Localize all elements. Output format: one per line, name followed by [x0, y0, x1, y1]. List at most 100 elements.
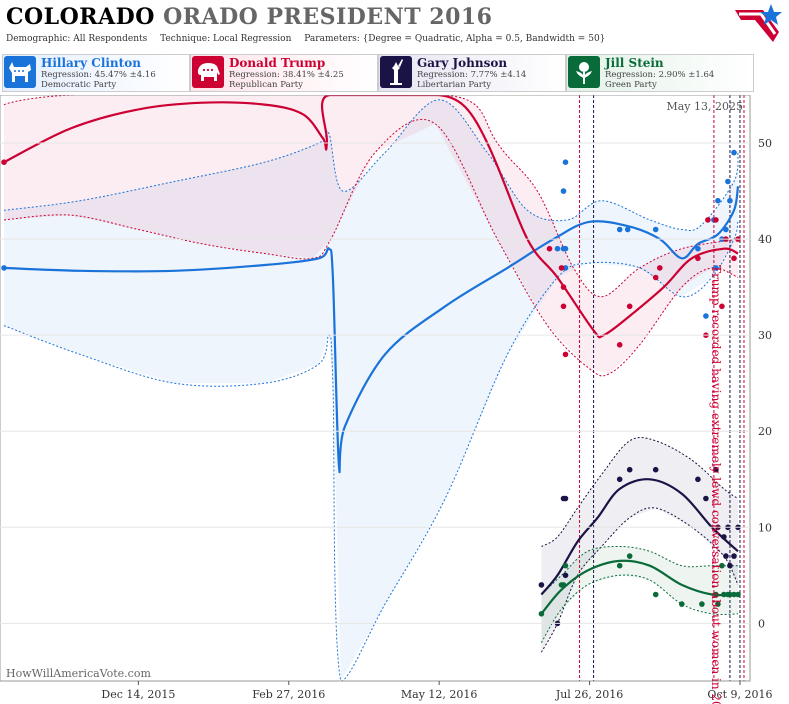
poll-point — [703, 313, 709, 319]
poll-point — [657, 265, 663, 271]
poll-point — [695, 476, 701, 483]
confidence-bands — [4, 95, 739, 682]
upper-bound-line — [3, 95, 739, 298]
poll-point — [721, 534, 727, 540]
poll-point — [546, 245, 553, 252]
poll-point — [538, 611, 545, 617]
poll-point — [560, 582, 567, 588]
poll-point — [538, 582, 545, 588]
candidate-party: Libertarian Party — [417, 80, 492, 90]
liberty-icon — [380, 56, 412, 88]
poll-point — [719, 562, 725, 569]
poll-point — [725, 178, 731, 185]
lower-bound-line — [3, 118, 739, 377]
poll-point — [723, 226, 729, 233]
poll-point — [1, 159, 7, 165]
poll-point — [731, 255, 737, 262]
poll-point — [719, 303, 725, 310]
poll-point — [713, 466, 719, 473]
poll-point — [562, 245, 569, 252]
poll-point — [626, 303, 633, 310]
poll-point — [560, 303, 567, 310]
x-tick-label: Dec 14, 2015 — [101, 688, 175, 701]
poll-point — [695, 255, 701, 262]
confidence-bounds — [3, 95, 739, 682]
x-tick-label: Jul 26, 2016 — [555, 688, 624, 701]
axes: 0 10 20 30 40 50 Dec 14, 2015 Feb 27, 2016 May 1… — [0, 137, 773, 701]
poll-point — [554, 245, 561, 252]
confidence-band — [4, 95, 738, 374]
lower-bound-line — [540, 574, 739, 643]
candidate-card-stein[interactable]: Jill Stein Regression: 2.90% ±1.64 Green… — [566, 54, 754, 92]
poll-point — [616, 226, 623, 233]
parameters-line: Demographic: All Respondents Technique: … — [6, 34, 615, 44]
candidate-card-clinton[interactable]: Hillary Clinton Regression: 45.47% ±4.16… — [2, 54, 190, 92]
poll-point — [713, 265, 719, 271]
x-tick-label: Oct 9, 2016 — [707, 688, 772, 701]
poll-point — [562, 351, 569, 358]
candidate-regression: Regression: 38.41% ±4.25 — [229, 70, 344, 80]
parameters-label: Parameters: {Degree = Quadratic, Alpha =… — [304, 34, 606, 44]
poll-point — [652, 591, 659, 598]
candidate-regression: Regression: 45.47% ±4.16 — [41, 70, 156, 80]
rose-icon — [568, 56, 600, 88]
poll-point — [1, 265, 7, 271]
poll-point — [727, 562, 733, 569]
lower-bound-line — [540, 507, 739, 653]
technique-label: Technique: Local Regression — [160, 34, 292, 44]
donkey-icon — [4, 56, 36, 88]
confidence-band — [541, 546, 738, 643]
poll-point — [715, 197, 721, 204]
poll-point — [699, 601, 705, 607]
poll-point — [703, 495, 709, 502]
poll-point — [727, 591, 733, 598]
poll-point — [562, 495, 569, 502]
watermark: HowWillAmericaVote.com — [6, 667, 151, 680]
demographic-label: Demographic: All Respondents — [6, 34, 148, 44]
poll-point — [735, 591, 741, 598]
candidate-legend: Hillary Clinton Regression: 45.47% ±4.16… — [0, 54, 789, 92]
candidate-card-johnson[interactable]: Gary Johnson Regression: 7.77% ±4.14 Lib… — [378, 54, 566, 92]
candidate-party: Green Party — [605, 80, 657, 90]
y-tick-label: 30 — [758, 329, 772, 342]
poll-point — [723, 553, 729, 559]
poll-point — [652, 226, 659, 233]
poll-point — [560, 284, 567, 290]
plot-frame — [0, 95, 751, 682]
candidate-card-trump[interactable]: Donald Trump Regression: 38.41% ±4.25 Re… — [190, 54, 378, 92]
poll-point — [695, 245, 701, 252]
confidence-band — [541, 437, 738, 653]
elephant-icon — [192, 56, 224, 88]
candidate-party: Republican Party — [229, 80, 303, 90]
poll-point — [616, 476, 623, 483]
poll-point — [562, 572, 569, 579]
poll-point — [626, 553, 633, 559]
title-race: ORADO PRESIDENT 2016 — [163, 4, 493, 30]
poll-point — [562, 159, 569, 165]
poll-point — [562, 265, 569, 271]
y-tick-label: 20 — [758, 425, 772, 438]
upper-bound-line — [541, 545, 739, 595]
poll-point — [558, 265, 565, 271]
y-tick-label: 10 — [758, 521, 772, 534]
poll-point — [731, 149, 737, 156]
poll-point — [731, 591, 737, 598]
poll-point — [715, 601, 721, 607]
trend-line — [3, 95, 739, 339]
poll-point — [652, 274, 659, 281]
poll-point — [616, 562, 623, 569]
trend-lines — [3, 95, 740, 615]
poll-point — [560, 188, 567, 194]
x-tick-label: May 12, 2016 — [401, 688, 478, 701]
poll-point — [679, 601, 685, 607]
poll-point — [713, 591, 719, 598]
poll-point — [624, 226, 631, 233]
poll-point — [626, 466, 633, 473]
poll-chart: 0 10 20 30 40 50 Dec 14, 2015 Feb 27, 2016 May 1… — [0, 95, 773, 704]
site-logo-icon[interactable] — [733, 2, 783, 48]
candidate-name: Hillary Clinton — [41, 56, 141, 70]
page-title: COLORADO ORADO PRESIDENT 2016 — [6, 4, 493, 30]
event-lines — [579, 95, 745, 681]
confidence-band — [4, 99, 739, 682]
trend-line — [3, 186, 740, 474]
